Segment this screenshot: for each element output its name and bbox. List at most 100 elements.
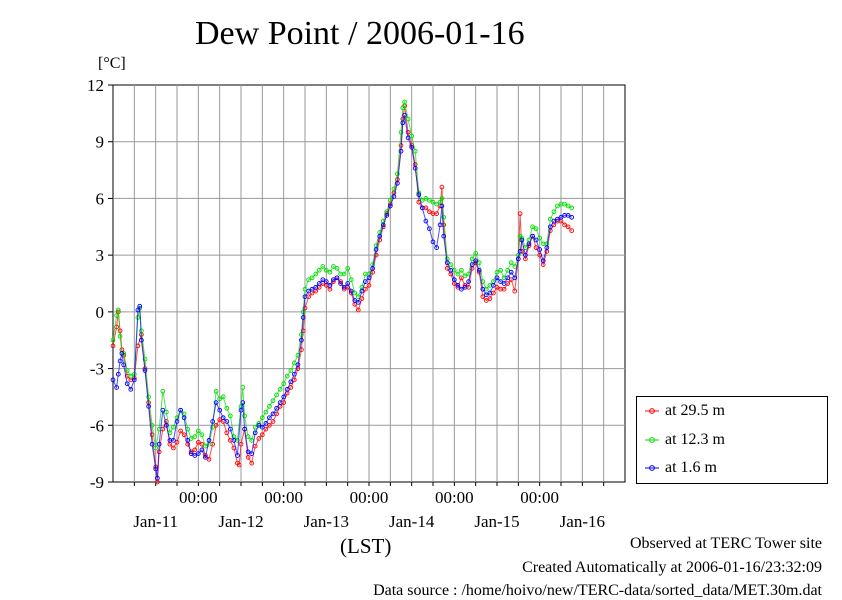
- data-point: [395, 171, 400, 177]
- x-tick-time-label: 00:00: [264, 488, 303, 507]
- y-tick-label: 3: [96, 246, 105, 265]
- data-point: [455, 271, 461, 277]
- data-point: [137, 303, 143, 309]
- data-point: [288, 379, 294, 385]
- data-point: [213, 388, 219, 394]
- data-point: [295, 362, 301, 368]
- data-point: [400, 120, 406, 126]
- data-point: [391, 194, 397, 199]
- data-point: [515, 256, 521, 262]
- data-point: [128, 373, 134, 379]
- data-point: [565, 213, 571, 218]
- data-point: [249, 451, 255, 456]
- data-point: [419, 205, 425, 211]
- x-tick-date-label: Jan-14: [389, 512, 435, 531]
- data-point: [259, 424, 265, 430]
- y-tick-label: 9: [96, 133, 105, 152]
- data-point: [491, 283, 496, 288]
- data-point: [483, 298, 489, 303]
- series-0: [110, 103, 575, 485]
- data-point: [142, 368, 148, 373]
- data-point: [370, 266, 375, 271]
- data-point: [402, 99, 407, 105]
- data-point: [537, 235, 543, 241]
- data-point: [299, 347, 304, 353]
- data-point: [210, 419, 215, 424]
- x-tick-time-label: 00:00: [179, 488, 218, 507]
- data-point: [398, 148, 404, 154]
- data-point: [530, 224, 535, 230]
- data-point: [551, 209, 557, 215]
- grid-lines: [108, 84, 625, 486]
- data-point: [291, 360, 297, 366]
- data-point: [400, 105, 406, 111]
- x-tick-date-label: Jan-13: [304, 512, 349, 531]
- data-point: [284, 387, 290, 392]
- data-point: [434, 211, 439, 216]
- data-point: [334, 275, 340, 281]
- data-point: [213, 422, 219, 428]
- data-point: [313, 284, 319, 290]
- data-point: [199, 432, 205, 438]
- data-point: [459, 286, 464, 292]
- data-point: [270, 398, 276, 404]
- data-point: [171, 424, 176, 430]
- data-point: [199, 447, 205, 453]
- y-tick-label: -6: [90, 416, 104, 435]
- data-point: [363, 279, 368, 284]
- data-point: [313, 271, 319, 277]
- data-point: [220, 415, 226, 421]
- data-point: [405, 129, 411, 135]
- data-point: [473, 258, 479, 264]
- data-point: [309, 286, 315, 292]
- data-point: [242, 426, 247, 432]
- data-point: [188, 451, 194, 456]
- data-point: [423, 196, 429, 201]
- data-point: [238, 407, 244, 413]
- data-point: [366, 275, 372, 281]
- data-point: [501, 286, 507, 292]
- data-point: [259, 432, 265, 438]
- data-point: [306, 288, 311, 294]
- data-point: [437, 199, 443, 205]
- data-point: [124, 381, 130, 387]
- data-point: [565, 224, 571, 230]
- data-point: [320, 264, 326, 269]
- y-tick-label: 12: [87, 76, 104, 95]
- data-point: [195, 428, 201, 434]
- data-point: [341, 271, 347, 277]
- data-point: [117, 334, 123, 339]
- data-point: [131, 377, 137, 383]
- data-point: [119, 351, 125, 356]
- data-point: [110, 337, 116, 343]
- footer-observed: Observed at TERC Tower site: [629, 535, 822, 552]
- data-point: [480, 286, 486, 292]
- data-point: [533, 237, 539, 243]
- data-point: [547, 216, 553, 222]
- data-point: [441, 214, 447, 220]
- data-point: [192, 447, 198, 453]
- data-point: [316, 281, 322, 286]
- data-point: [451, 277, 457, 283]
- data-point: [439, 203, 445, 209]
- data-point: [331, 277, 336, 283]
- data-point: [444, 266, 450, 271]
- data-point: [238, 441, 244, 447]
- data-point: [359, 288, 365, 294]
- data-point: [300, 315, 306, 320]
- data-point: [224, 430, 230, 436]
- legend-label: at 1.6 m: [665, 459, 717, 476]
- data-point: [256, 422, 262, 428]
- data-point: [171, 445, 176, 451]
- data-point: [139, 337, 144, 343]
- data-point: [227, 426, 233, 432]
- data-point: [142, 356, 148, 362]
- data-point: [302, 294, 308, 300]
- data-point: [181, 415, 187, 421]
- legend-item-12-3m: at 12.3 m: [645, 430, 725, 450]
- data-point: [517, 211, 523, 216]
- data-point: [508, 260, 514, 266]
- data-point: [153, 445, 159, 451]
- data-point: [348, 288, 354, 294]
- legend-label: at 29.5 m: [665, 402, 725, 419]
